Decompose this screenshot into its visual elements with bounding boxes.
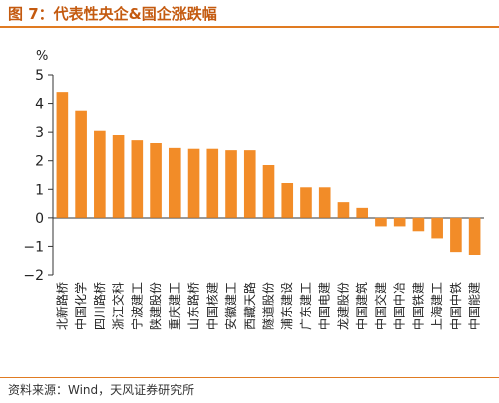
bar [431, 217, 443, 239]
bar [375, 217, 387, 227]
y-tick-label: 0 [35, 211, 44, 227]
category-label: 上海建工 [429, 282, 444, 330]
bar [468, 217, 481, 255]
y-axis-unit: % [36, 49, 48, 64]
bar [131, 140, 144, 218]
category-label: 中国化学 [73, 282, 88, 330]
bar [168, 147, 181, 218]
category-label: 中国中铁 [448, 282, 463, 330]
bar [75, 110, 87, 218]
bar [206, 148, 219, 218]
category-label: 中国铁建 [410, 282, 425, 330]
category-label: 中国中冶 [392, 282, 407, 330]
bar [243, 150, 256, 218]
bar [450, 217, 462, 253]
category-label: 中国电建 [317, 282, 332, 330]
bar [94, 130, 106, 218]
bar [412, 217, 425, 232]
y-tick-label: 5 [35, 68, 44, 84]
bar [150, 143, 162, 218]
bar [262, 165, 275, 218]
category-label: 陕建股份 [148, 282, 163, 330]
bar [225, 150, 237, 218]
y-tick-label: 2 [35, 154, 44, 170]
category-label: 广东建工 [299, 282, 313, 330]
y-tick-label: 3 [35, 125, 44, 141]
category-label: 浦东建设 [280, 282, 294, 330]
y-tick-label: 1 [35, 182, 44, 198]
bar [281, 183, 294, 218]
y-tick-label: −1 [23, 239, 44, 255]
y-tick-label: −2 [23, 268, 44, 284]
category-label: 中国核建 [204, 282, 219, 330]
category-label: 中国能建 [467, 282, 482, 330]
category-label: 宁波建工 [129, 282, 144, 330]
category-label: 安徽建工 [223, 282, 238, 330]
category-label: 中国交建 [373, 282, 388, 330]
y-axis-ticks: −2 −1 0 1 2 3 4 5 [23, 68, 53, 284]
category-label: 山东路桥 [186, 282, 201, 330]
bar [356, 207, 369, 218]
bar [318, 187, 331, 218]
bar [187, 148, 200, 218]
category-label: 重庆建工 [168, 282, 182, 330]
bar-chart: % −2 −1 0 1 2 3 4 5 北新路桥 中国化学 四川路桥 浙江交科 宁波建工 陕建股份 重庆建… [23, 49, 484, 330]
footer-divider [0, 377, 499, 378]
category-label: 北新路桥 [54, 282, 69, 330]
chart-title: 图 7：代表性央企&国企涨跌幅 [8, 5, 217, 23]
category-label: 隧道股份 [261, 282, 276, 330]
title-divider [0, 26, 499, 28]
category-labels: 北新路桥 中国化学 四川路桥 浙江交科 宁波建工 陕建股份 重庆建工 山东路桥 中国核建 安徽建工… [54, 282, 481, 330]
bar [112, 135, 125, 218]
category-label: 浙江交科 [111, 282, 126, 330]
category-label: 西藏天路 [242, 282, 257, 330]
bar [337, 202, 350, 218]
bar [300, 187, 312, 218]
category-label: 中国建筑 [354, 282, 369, 330]
source-note: 资料来源：Wind，天风证券研究所 [8, 383, 195, 397]
bar [56, 92, 69, 218]
bar [393, 217, 406, 227]
category-label: 四川路桥 [92, 282, 107, 330]
y-tick-label: 4 [35, 97, 44, 113]
bars [56, 92, 481, 255]
category-label: 龙建股份 [336, 282, 350, 330]
